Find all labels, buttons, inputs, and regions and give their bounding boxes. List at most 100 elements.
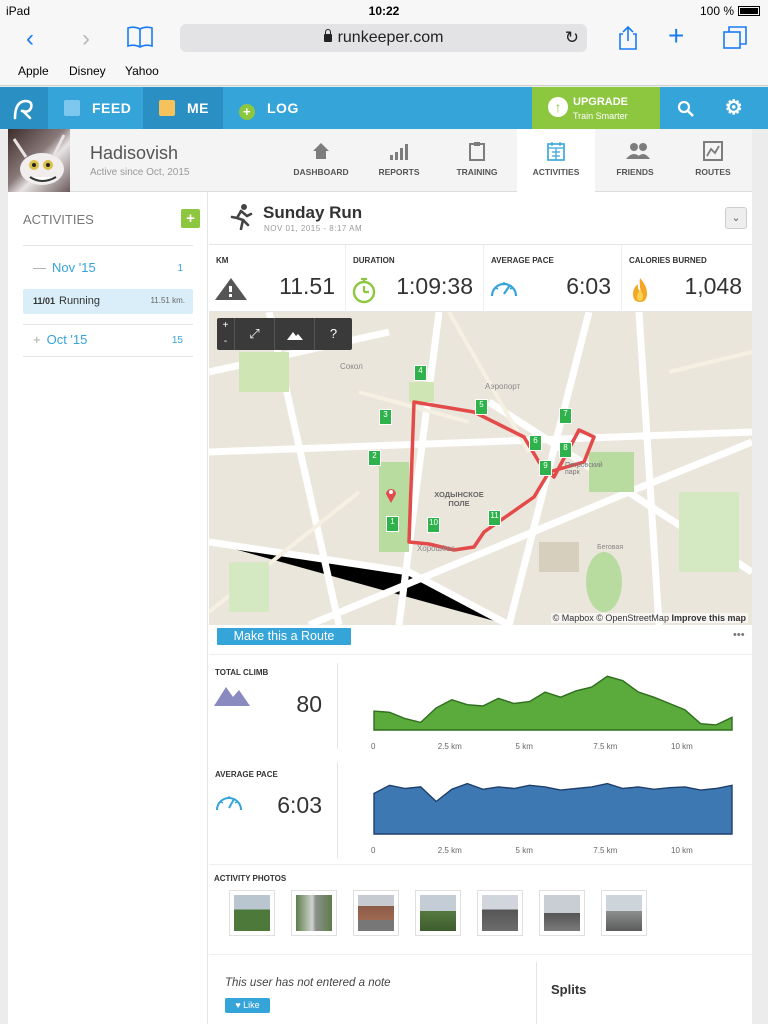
stats-row: KM 11.51 DURATION 1:09:38 AVERAGE PACE 6… [209, 244, 752, 313]
url-field[interactable]: runkeeper.com ↻ [180, 24, 587, 52]
bookmark-disney[interactable]: Disney [69, 64, 106, 78]
divider [536, 962, 537, 1024]
bookmark-apple[interactable]: Apple [18, 64, 49, 78]
km-marker[interactable]: 3 [379, 409, 392, 425]
route-map[interactable]: Сокол Аэропорт ХОДЫНСКОЕ ПОЛЕ Хорошёво П… [209, 312, 752, 625]
map-label: Сокол [340, 362, 363, 371]
month-nov-15[interactable]: — Nov '15 1 [33, 260, 183, 275]
terrain-icon[interactable] [275, 318, 315, 350]
like-button[interactable]: ♥ Like [225, 998, 270, 1013]
tab-friends[interactable]: FRIENDS [596, 129, 674, 192]
zoom-controls[interactable]: + - [217, 318, 235, 350]
axis-tick-label: 10 km [671, 742, 693, 751]
km-marker[interactable]: 10 [427, 517, 440, 533]
bookmarks-icon[interactable] [126, 25, 154, 54]
fullscreen-icon[interactable]: ⤢ [235, 318, 275, 350]
expand-toggle[interactable]: + [33, 332, 41, 347]
activity-photo[interactable] [353, 890, 399, 936]
activity-datetime: NOV 01, 2015 - 8:17 AM [264, 224, 363, 233]
km-marker[interactable]: 8 [559, 442, 572, 458]
stat-label: AVERAGE PACE [491, 256, 554, 265]
settings-gear-icon[interactable]: ⚙ [724, 97, 744, 119]
month-oct-15[interactable]: + Oct '15 15 [33, 332, 183, 347]
search-icon[interactable] [660, 87, 712, 129]
share-icon[interactable] [617, 25, 639, 56]
ios-status-bar: iPad 10:22 100 % [0, 0, 768, 22]
km-marker[interactable]: 2 [368, 450, 381, 466]
km-marker-number: 11 [490, 511, 499, 520]
km-marker-number: 6 [533, 436, 538, 445]
axis-tick-label: 5 km [515, 742, 533, 751]
nav-me[interactable]: ME [143, 87, 223, 129]
activity-photo[interactable] [415, 890, 461, 936]
stat-distance: KM 11.51 [209, 245, 346, 313]
activity-photo[interactable] [539, 890, 585, 936]
active-since: Active since Oct, 2015 [90, 167, 190, 178]
profile-bar: Hadisovish Active since Oct, 2015 DASHBO… [8, 129, 752, 193]
speedometer-icon [489, 276, 519, 308]
map-controls: + - ⤢ ? [217, 318, 352, 350]
map-label: Беговая [597, 544, 624, 551]
km-marker-number: 8 [563, 443, 568, 452]
tab-routes[interactable]: ROUTES [674, 129, 752, 192]
km-marker-number: 9 [543, 461, 548, 470]
back-icon[interactable]: ‹ [26, 25, 34, 52]
km-marker-number: 1 [390, 517, 395, 526]
flame-icon [627, 276, 653, 310]
collapse-toggle[interactable]: — [33, 260, 46, 275]
add-activity-button[interactable]: + [181, 209, 200, 228]
km-marker-number: 2 [372, 451, 377, 460]
tab-training[interactable]: TRAINING [438, 129, 516, 192]
reload-icon[interactable]: ↻ [564, 28, 579, 47]
new-tab-icon[interactable]: + [668, 20, 685, 51]
activity-list-item[interactable]: 11/01 Running 11.51 km. [23, 289, 193, 314]
activity-photo[interactable] [477, 890, 523, 936]
km-marker-number: 4 [418, 366, 423, 375]
activity-title: Sunday Run [263, 203, 363, 222]
tab-activities[interactable]: ACTIVITIES [517, 129, 595, 193]
month-count: 1 [177, 263, 183, 274]
make-route-button[interactable]: Make this a Route [217, 628, 351, 645]
avatar[interactable] [8, 129, 70, 192]
stat-value: 11.51 [279, 273, 335, 299]
tab-reports[interactable]: REPORTS [360, 129, 438, 192]
heart-icon: ♥ [235, 1000, 241, 1010]
help-icon[interactable]: ? [329, 326, 338, 341]
tab-dashboard[interactable]: DASHBOARD [282, 129, 360, 192]
lock-icon [323, 29, 332, 42]
tabs-icon[interactable] [722, 25, 748, 56]
nav-log[interactable]: + LOG [223, 87, 313, 129]
bookmark-yahoo[interactable]: Yahoo [125, 64, 159, 78]
activity-photo[interactable] [291, 890, 337, 936]
activity-photo[interactable] [229, 890, 275, 936]
nav-feed[interactable]: FEED [48, 87, 143, 129]
paw-icon[interactable]: ••• [733, 629, 745, 641]
activity-photo[interactable] [601, 890, 647, 936]
runkeeper-logo[interactable] [0, 87, 48, 129]
splits-title[interactable]: Splits [551, 982, 587, 997]
activity-detail: Sunday Run NOV 01, 2015 - 8:17 AM ⌄ KM 1… [209, 192, 752, 1024]
user-name[interactable]: Hadisovish [90, 143, 179, 163]
km-marker[interactable]: 11 [488, 510, 501, 526]
activity-note: This user has not entered a note [225, 977, 391, 989]
km-marker[interactable]: 1 [386, 516, 399, 532]
photos-title: ACTIVITY PHOTOS [214, 874, 287, 883]
divider [337, 663, 338, 749]
km-marker[interactable]: 6 [529, 435, 542, 451]
month-count: 15 [171, 335, 183, 346]
km-marker[interactable]: 4 [414, 365, 427, 381]
upgrade-sublabel: Train Smarter [573, 111, 628, 121]
km-marker[interactable]: 7 [559, 408, 572, 424]
forward-icon[interactable]: › [82, 25, 90, 52]
divider [23, 356, 193, 357]
calendar-icon [546, 141, 566, 161]
km-marker[interactable]: 9 [539, 460, 552, 476]
km-marker[interactable]: 5 [475, 399, 488, 415]
activity-menu-dropdown[interactable]: ⌄ [725, 207, 747, 229]
mountain-icon [214, 276, 248, 308]
improve-map-link[interactable]: Improve this map [671, 613, 746, 623]
upgrade-button[interactable]: ↑ UPGRADE Train Smarter [532, 87, 660, 129]
browser-toolbar: ‹ › runkeeper.com ↻ + Apple Disney Yahoo [0, 22, 768, 86]
stat-duration: DURATION 1:09:38 [346, 245, 484, 313]
mountains-icon [213, 683, 251, 712]
